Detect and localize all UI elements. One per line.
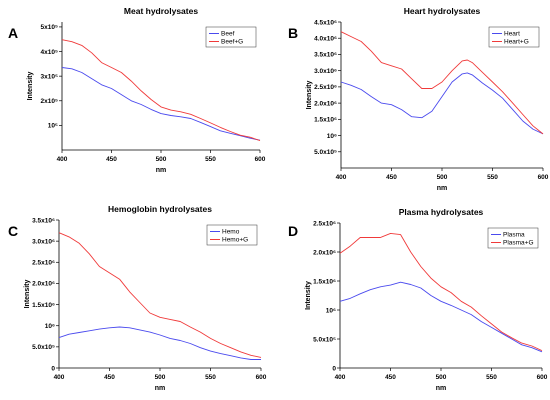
legend-label: Hemo+G — [222, 237, 248, 244]
x-axis-label: nm — [437, 185, 448, 192]
panel-letter: D — [288, 223, 298, 239]
x-tick-label: 600 — [255, 156, 266, 163]
y-tick-label: 10⁵ — [48, 123, 58, 130]
x-tick-label: 400 — [57, 156, 68, 163]
legend-label: Plasma+G — [503, 240, 534, 247]
y-tick-label: 5x10⁵ — [40, 24, 58, 31]
chart-panel-b: B Heart hydrolysates 400 450 500 550 600 5.0x10… — [288, 6, 549, 192]
y-tick-label: 3.0x10⁶ — [314, 68, 337, 75]
x-axis-label: nm — [156, 167, 167, 174]
x-tick-label: 450 — [104, 374, 115, 381]
y-tick-label: 5.0x10⁵ — [313, 336, 336, 343]
x-tick-label: 550 — [487, 174, 498, 181]
y-tick-label: 10⁶ — [326, 307, 336, 314]
x-tick-label: 500 — [437, 174, 448, 181]
y-tick-label: 4.0x10⁶ — [314, 36, 337, 43]
y-tick-label: 2.5x10⁶ — [314, 84, 337, 91]
chart-panel-d: D Plasma hydrolysates 400 450 500 550 600 0 5.0x… — [288, 207, 548, 392]
y-tick-label: 10⁶ — [327, 133, 337, 140]
series-line-hemo-g — [58, 232, 262, 358]
y-tick-label: 5.0x10⁵ — [32, 344, 55, 351]
series-line-heart-g — [340, 31, 544, 135]
y-axis-label: Intensity — [306, 81, 313, 110]
y-tick-label: 5.0x10⁵ — [314, 149, 337, 156]
y-tick-label: 2.0x10⁶ — [32, 281, 55, 288]
y-axis-label: Intensity — [305, 281, 312, 310]
x-tick-label: 600 — [537, 374, 548, 381]
x-tick-label: 500 — [156, 156, 167, 163]
legend-label: Heart — [504, 31, 520, 38]
x-tick-label: 600 — [256, 374, 267, 381]
x-tick-label: 400 — [54, 374, 65, 381]
y-tick-label: 4.5x10⁶ — [314, 19, 337, 26]
y-tick-label: 1.5x10⁶ — [314, 117, 337, 124]
y-tick-label: 0 — [51, 365, 55, 372]
series-line-heart — [340, 72, 544, 135]
y-tick-label: 2.5x10⁶ — [313, 220, 336, 227]
y-tick-label: 3.5x10⁶ — [32, 217, 55, 224]
panel-letter: A — [8, 25, 18, 41]
y-tick-label: 3.5x10⁶ — [314, 52, 337, 59]
y-axis-label: Intensity — [27, 72, 34, 101]
y-axis-label: Intensity — [24, 280, 31, 309]
chart-panel-a: A Meat hydrolysates 400 450 500 550 600 10⁵ 2x10… — [8, 6, 266, 174]
legend-label: Hemo — [222, 229, 240, 236]
y-tick-label: 1.5x10⁶ — [313, 278, 336, 285]
y-tick-label: 10⁶ — [45, 323, 55, 330]
y-tick-label: 3x10⁵ — [40, 73, 58, 80]
chart-title: Heart hydrolysates — [404, 6, 481, 16]
legend-label: Beef — [221, 31, 235, 38]
x-tick-label: 450 — [385, 374, 396, 381]
series-line-plasma — [339, 281, 543, 353]
x-tick-label: 450 — [386, 174, 397, 181]
y-tick-label: 1.5x10⁶ — [32, 302, 55, 309]
series-line-plasma-g — [339, 232, 543, 352]
chart-title: Hemoglobin hydrolysates — [108, 204, 212, 214]
x-tick-label: 400 — [336, 174, 347, 181]
legend-label: Heart+G — [504, 39, 529, 46]
y-tick-label: 4x10⁵ — [40, 49, 58, 56]
legend-label: Plasma — [503, 232, 525, 239]
chart-title: Plasma hydrolysates — [399, 207, 484, 217]
series-line-hemo — [58, 326, 261, 360]
series-line-beef-g — [61, 39, 261, 142]
chart-panel-c: C Hemoglobin hydrolysates 400 450 500 550 600 0… — [8, 204, 267, 392]
y-tick-label: 0 — [332, 365, 336, 372]
legend-label: Beef+G — [221, 39, 243, 46]
x-tick-label: 550 — [205, 156, 216, 163]
y-tick-label: 3.0x10⁶ — [32, 238, 55, 245]
x-tick-label: 500 — [436, 374, 447, 381]
x-tick-label: 500 — [155, 374, 166, 381]
x-axis-label: nm — [155, 385, 166, 392]
chart-title: Meat hydrolysates — [124, 6, 198, 16]
y-tick-label: 2.5x10⁶ — [32, 260, 55, 267]
y-tick-label: 2x10⁵ — [40, 98, 58, 105]
panel-letter: B — [288, 25, 298, 41]
x-tick-label: 550 — [205, 374, 216, 381]
x-tick-label: 550 — [486, 374, 497, 381]
x-tick-label: 450 — [106, 156, 117, 163]
panel-letter: C — [8, 223, 18, 239]
y-tick-label: 2.0x10⁶ — [313, 249, 336, 256]
x-tick-label: 400 — [335, 374, 346, 381]
x-tick-label: 600 — [538, 174, 549, 181]
y-tick-label: 2.0x10⁶ — [314, 100, 337, 107]
series-line-beef — [61, 67, 261, 141]
x-axis-label: nm — [436, 385, 447, 392]
